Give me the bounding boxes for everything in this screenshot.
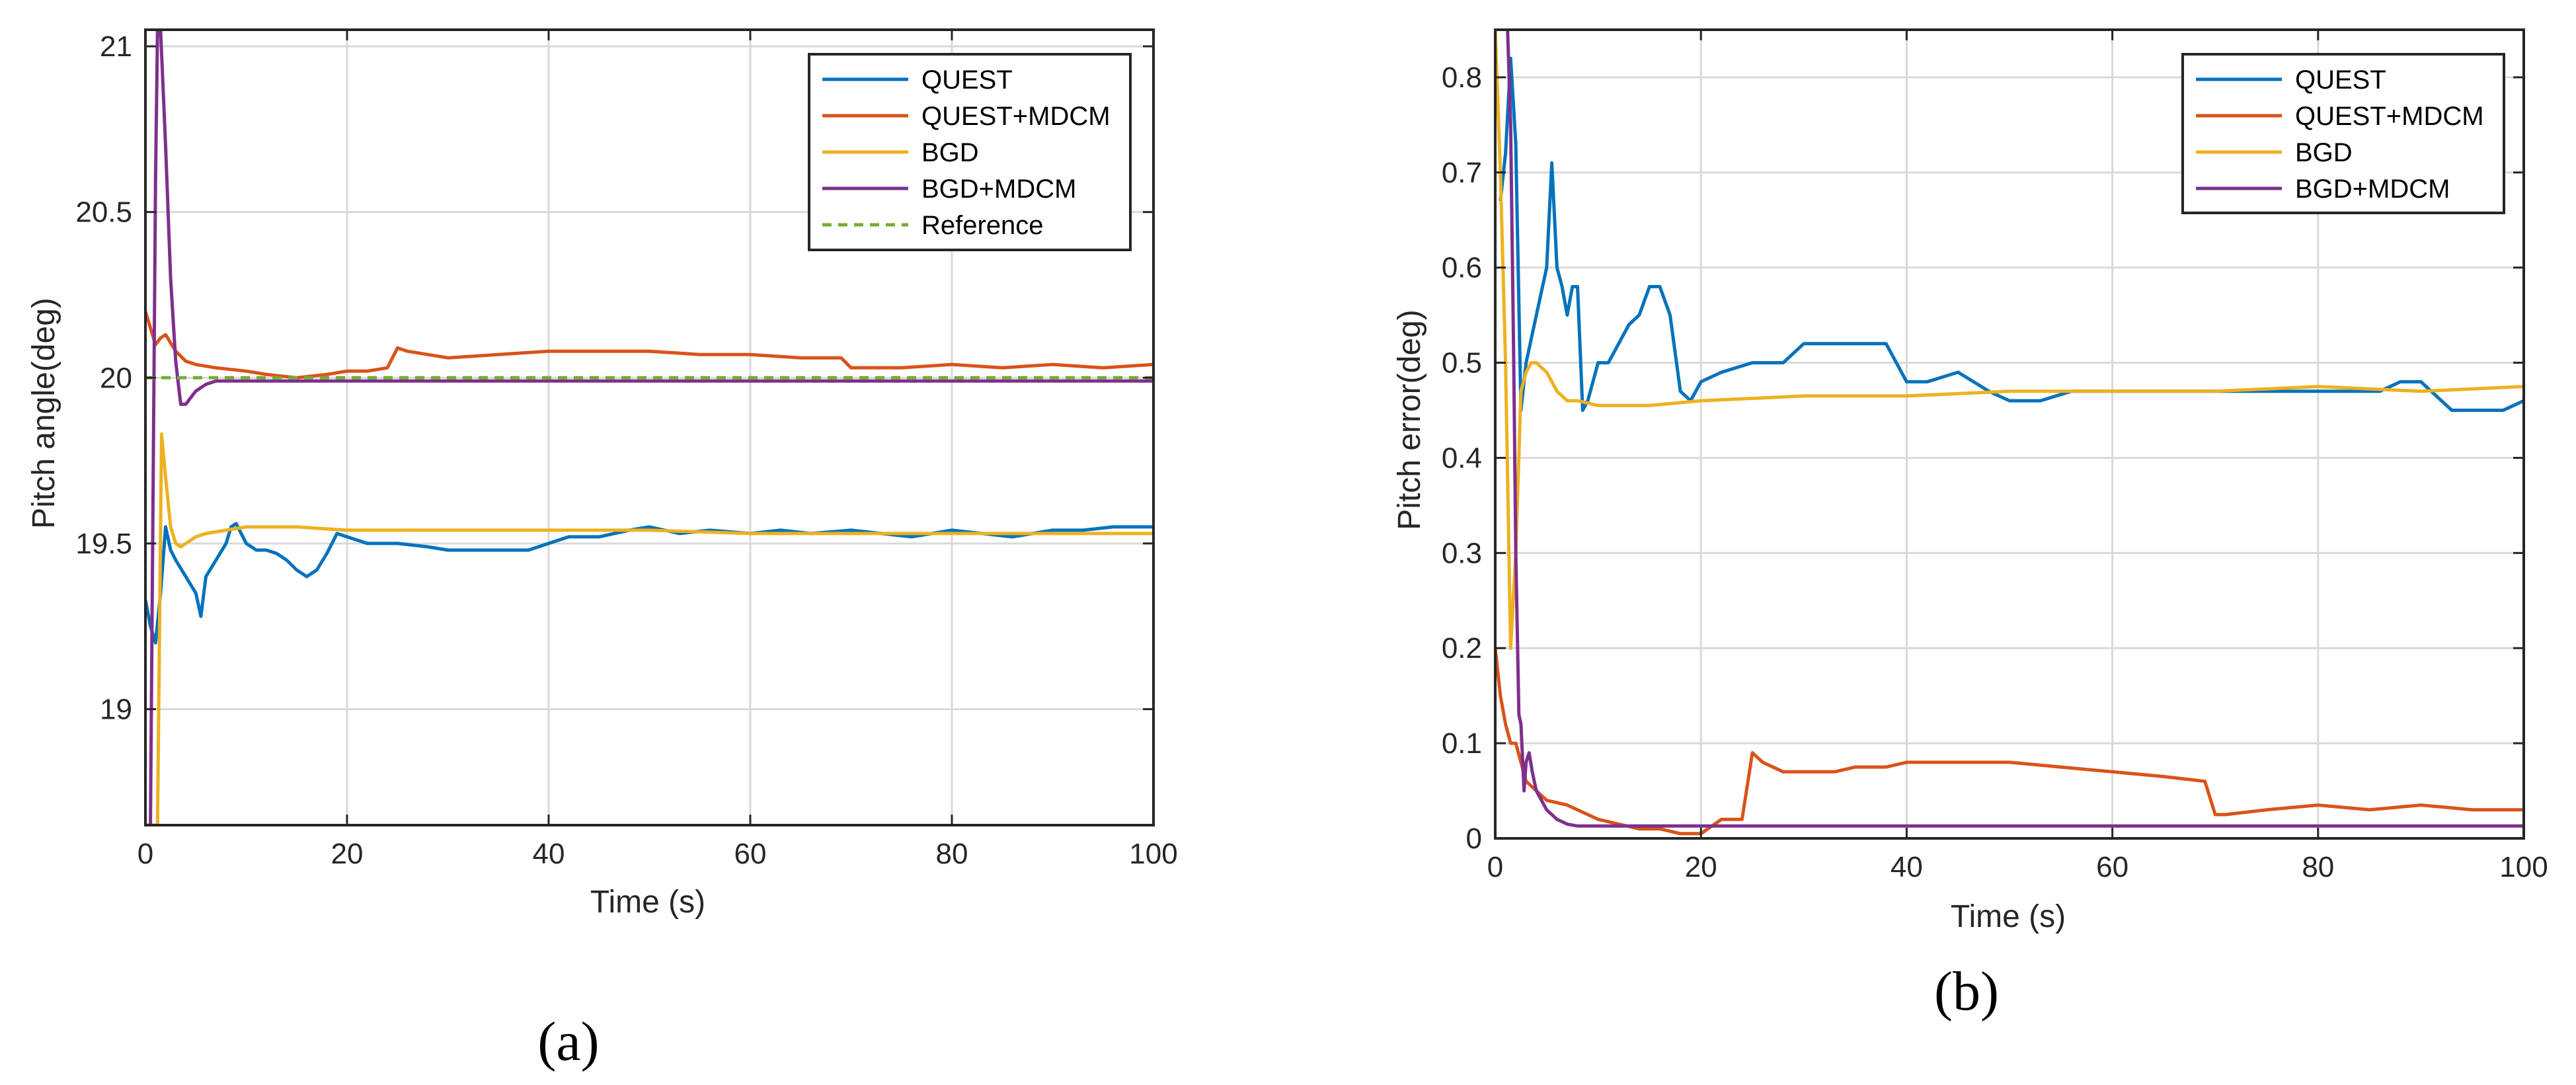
axes-frame xyxy=(144,28,1155,826)
y-tick-labels: 19 19.5 20 20.5 21 xyxy=(75,30,132,726)
x-axis-label: Time (s) xyxy=(1951,899,2066,934)
legend-entry: QUEST+MDCM xyxy=(2295,102,2484,131)
y-tick-label: 0.1 xyxy=(1442,727,1482,760)
x-tick-labels: 0 20 40 60 80 100 xyxy=(137,838,1178,870)
x-tick-label: 80 xyxy=(936,838,968,870)
series-line-bgd xyxy=(145,432,1153,825)
series-line-bgd-mdcm xyxy=(149,30,1153,825)
series-lines xyxy=(1495,30,2524,836)
y-tick-label: 0.2 xyxy=(1442,632,1482,664)
x-tick-label: 20 xyxy=(1685,851,1717,883)
legend-entry: BGD+MDCM xyxy=(921,175,1076,204)
y-tick-label: 20 xyxy=(100,362,132,394)
y-tick-label: 19.5 xyxy=(75,528,132,560)
legend-entry: BGD xyxy=(2295,138,2353,167)
series-line-quest xyxy=(145,522,1153,645)
x-tick-label: 0 xyxy=(1487,851,1503,883)
series-lines xyxy=(145,30,1153,825)
y-tick-label: 0 xyxy=(1466,823,1482,855)
x-tick-label: 100 xyxy=(2499,851,2548,883)
x-tick-label: 60 xyxy=(734,838,767,870)
y-tick-label: 0.5 xyxy=(1442,347,1482,380)
y-tick-label: 20.5 xyxy=(75,196,132,229)
panel-label-a: (a) xyxy=(537,1011,599,1072)
y-tick-label: 0.7 xyxy=(1442,157,1482,189)
y-tick-label: 0.8 xyxy=(1442,61,1482,94)
plot-frame xyxy=(144,28,1155,826)
x-tick-labels: 0 20 40 60 80 100 xyxy=(1487,851,2548,883)
legend-entry: Reference xyxy=(921,211,1044,240)
x-tick-label: 0 xyxy=(137,838,153,870)
chart-panel-b: 0 20 40 60 80 100 0 0.1 0.2 0.3 0.4 0.5 0.6 0.7 0.8 T… xyxy=(1392,28,2548,1022)
series-line-quest-mdcm xyxy=(1495,647,2524,836)
legend-entry: QUEST xyxy=(2295,65,2386,95)
x-tick-label: 100 xyxy=(1129,838,1177,870)
series-line-bgd-mdcm xyxy=(1506,30,2524,828)
series-line-quest xyxy=(1499,56,2524,412)
x-tick-label: 20 xyxy=(331,838,364,870)
legend-entry: BGD+MDCM xyxy=(2295,175,2450,204)
y-axis-label: Pitch angle(deg) xyxy=(26,298,61,529)
legend-entry: BGD xyxy=(921,138,979,167)
plot-frame xyxy=(1494,28,2525,840)
y-tick-label: 0.3 xyxy=(1442,537,1482,569)
y-tick-label: 0.6 xyxy=(1442,252,1482,284)
y-tick-label: 0.4 xyxy=(1442,442,1482,474)
y-tick-label: 21 xyxy=(100,30,132,63)
legend: QUEST QUEST+MDCM BGD BGD+MDCM Reference xyxy=(808,53,1132,251)
legend: QUEST QUEST+MDCM BGD BGD+MDCM xyxy=(2181,53,2505,214)
x-tick-label: 40 xyxy=(1891,851,1923,883)
legend-entry: QUEST xyxy=(921,65,1013,95)
panel-label-b: (b) xyxy=(1934,961,1999,1022)
x-tick-label: 60 xyxy=(2096,851,2128,883)
series-line-quest-mdcm xyxy=(145,311,1153,380)
y-tick-labels: 0 0.1 0.2 0.3 0.4 0.5 0.6 0.7 0.8 xyxy=(1442,61,1482,855)
y-axis-label: Pitch error(deg) xyxy=(1392,309,1427,530)
chart-panel-a: 0 20 40 60 80 100 19 19.5 20 20.5 21 Time (s) Pit… xyxy=(26,28,1178,1072)
x-axis-label: Time (s) xyxy=(590,885,705,920)
x-tick-label: 80 xyxy=(2302,851,2334,883)
axes-frame xyxy=(1494,28,2525,840)
y-tick-label: 19 xyxy=(100,694,132,726)
x-tick-label: 40 xyxy=(533,838,565,870)
legend-entry: QUEST+MDCM xyxy=(921,102,1111,131)
